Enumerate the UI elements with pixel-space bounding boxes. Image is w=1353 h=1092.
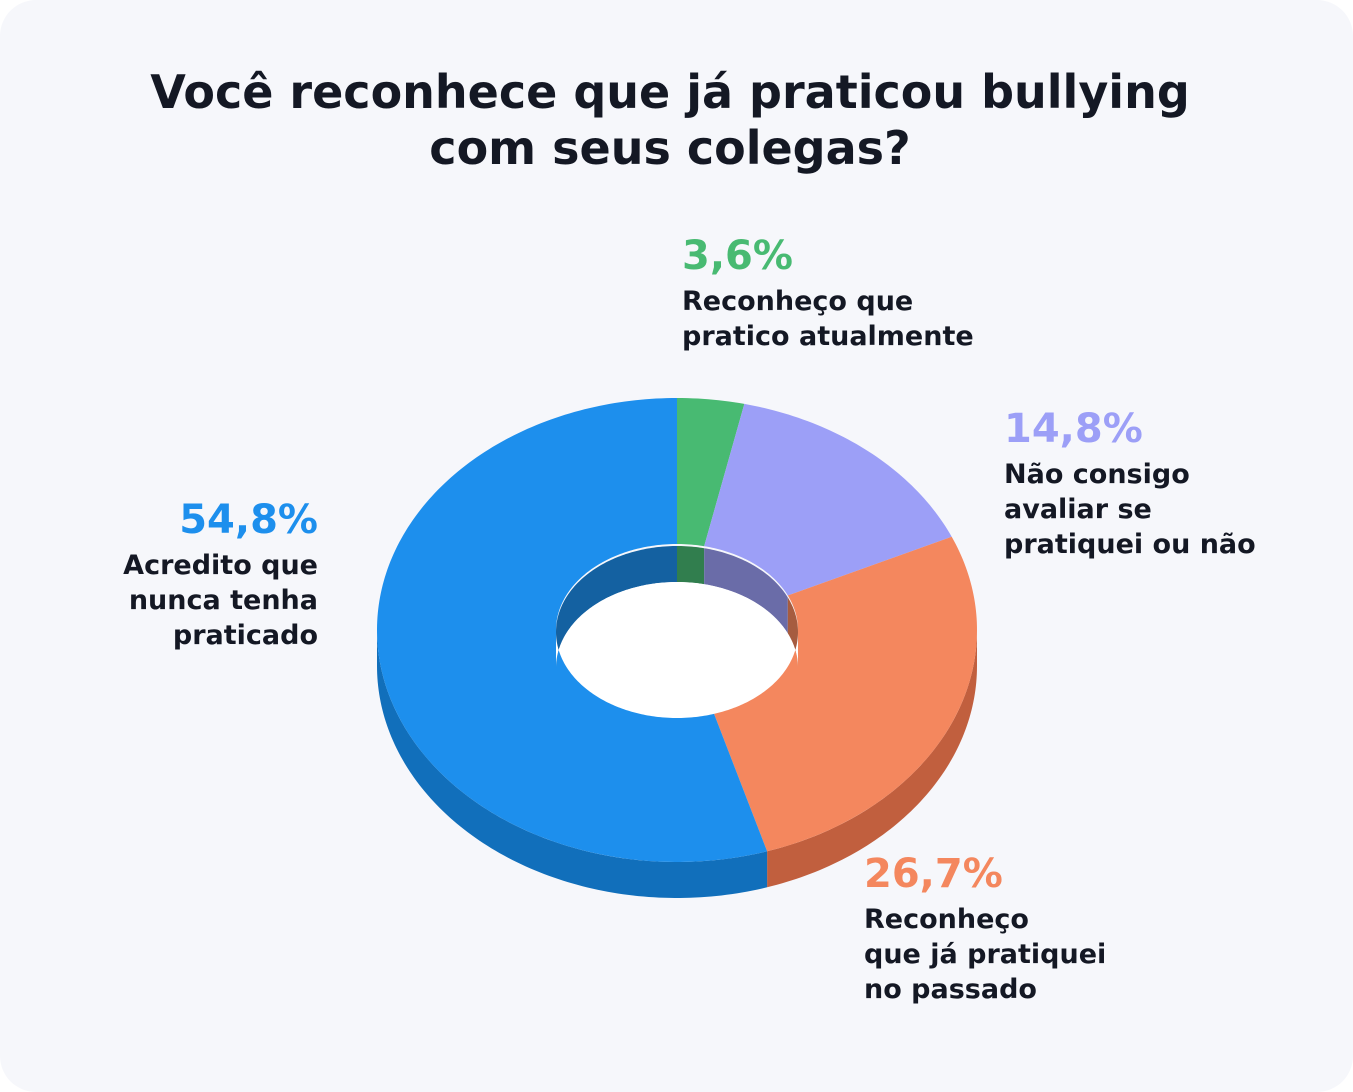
slice-never [377, 398, 768, 862]
slice-side-past [767, 630, 977, 888]
slice-name-current-line-2: pratico atualmente [682, 321, 974, 352]
slice-name-past-line-1: Reconheço [864, 904, 1029, 935]
slice-name-unsure-line-2: avaliar se [1004, 494, 1152, 525]
slice-side-never [377, 630, 768, 898]
slice-value-past: 26,7% [864, 851, 1003, 897]
chart-title: Você reconhece que já praticou bullying … [0, 64, 1340, 176]
slice-name-past-line-3: no passado [864, 974, 1037, 1005]
slice-value-current: 3,6% [682, 233, 793, 279]
slice-value-unsure: 14,8% [1004, 406, 1143, 452]
slice-name-never: Acredito que nunca tenha praticado [60, 548, 318, 653]
slice-current [677, 398, 745, 547]
chart-title-line-1: Você reconhece que já praticou bullying [150, 65, 1190, 119]
slice-name-past-line-2: que já pratiquei [864, 939, 1107, 970]
slice-past [713, 536, 977, 852]
slice-name-never-line-1: Acredito que [123, 550, 318, 581]
slice-name-never-line-2: nunca tenha [128, 585, 318, 616]
slice-inner-wall-never [556, 546, 677, 668]
slice-name-current-line-1: Reconheço que [682, 286, 914, 317]
slice-label-never: 54,8% Acredito que nunca tenha praticado [60, 496, 318, 653]
slice-unsure [704, 403, 952, 596]
slice-name-unsure-line-3: pratiquei ou não [1004, 529, 1256, 560]
donut-hole [556, 582, 798, 718]
slice-name-unsure: Não consigo avaliar se pratiquei ou não [1004, 457, 1256, 562]
slice-value-never: 54,8% [179, 497, 318, 543]
slice-name-past: Reconheço que já pratiquei no passado [864, 902, 1106, 1007]
slice-inner-wall-unsure [704, 548, 788, 634]
slice-label-past: 26,7% Reconheço que já pratiquei no pass… [864, 850, 1106, 1007]
slice-name-never-line-3: praticado [172, 620, 318, 651]
slice-label-current: 3,6% Reconheço que pratico atualmente [682, 232, 974, 354]
chart-title-line-2: com seus colegas? [429, 121, 911, 175]
slice-name-unsure-line-1: Não consigo [1004, 459, 1190, 490]
slice-inner-wall-current [677, 546, 705, 585]
slice-label-unsure: 14,8% Não consigo avaliar se pratiquei o… [1004, 405, 1256, 562]
slice-name-current: Reconheço que pratico atualmente [682, 284, 974, 354]
